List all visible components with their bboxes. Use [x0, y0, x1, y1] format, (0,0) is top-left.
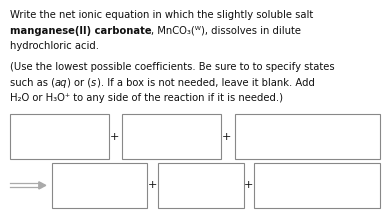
Bar — [52, 163, 147, 208]
Text: ). If a box is not needed, leave it blank. Add: ). If a box is not needed, leave it blan… — [97, 78, 314, 88]
Polygon shape — [39, 182, 46, 189]
Text: manganese(II) carbonate: manganese(II) carbonate — [10, 26, 151, 36]
Bar — [122, 114, 221, 159]
Text: Write the net ionic equation in which the slightly soluble salt: Write the net ionic equation in which th… — [10, 10, 313, 20]
Text: aq: aq — [55, 78, 67, 88]
Text: such as (: such as ( — [10, 78, 55, 88]
Text: +: + — [110, 131, 119, 142]
Bar — [158, 163, 244, 208]
Text: +: + — [244, 180, 253, 190]
Text: , MnCO₃(ᵂ), dissolves in dilute: , MnCO₃(ᵂ), dissolves in dilute — [151, 26, 301, 36]
Bar — [235, 114, 380, 159]
Text: ) or (: ) or ( — [67, 78, 91, 88]
Text: s: s — [91, 78, 97, 88]
Text: +: + — [222, 131, 232, 142]
Text: H₂O or H₃O⁺ to any side of the reaction if it is needed.): H₂O or H₃O⁺ to any side of the reaction … — [10, 93, 283, 103]
Text: (Use the lowest possible coefficients. Be sure to to specify states: (Use the lowest possible coefficients. B… — [10, 62, 334, 72]
Bar — [254, 163, 380, 208]
Bar — [10, 114, 109, 159]
Text: hydrochloric acid.: hydrochloric acid. — [10, 41, 99, 51]
Text: +: + — [148, 180, 157, 190]
